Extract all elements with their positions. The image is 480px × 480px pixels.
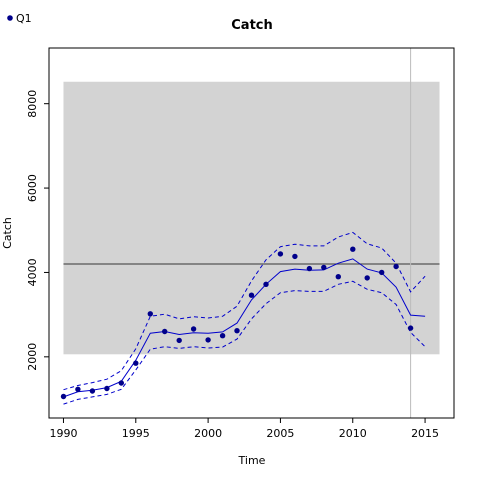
shaded-region: [63, 81, 440, 355]
upper-bound-line: [63, 231, 426, 391]
data-point: [263, 281, 269, 287]
data-point: [147, 311, 153, 317]
legend-label-q1: Q1: [16, 12, 32, 25]
x-tick-label: 2015: [411, 427, 439, 440]
y-axis-title: Catch: [1, 217, 14, 249]
y-tick-label: 8000: [26, 90, 39, 118]
data-point: [234, 328, 240, 334]
data-point: [407, 325, 414, 331]
data-point: [176, 337, 182, 344]
data-point: [133, 360, 139, 366]
legend: Q1: [7, 12, 32, 25]
lower-bound-line: [63, 280, 426, 405]
data-point: [306, 265, 313, 272]
data-point: [277, 251, 284, 257]
data-point: [335, 274, 341, 280]
x-tick-label: 2000: [194, 427, 222, 440]
data-point: [118, 380, 125, 386]
data-point: [60, 393, 67, 400]
x-tick-label: 1990: [49, 427, 77, 440]
data-point: [104, 385, 110, 392]
plot-area: 1990 1995 2000 2005 2010 2015 2000 4000 6000 8000: [26, 47, 455, 440]
chart-title: Catch: [231, 18, 273, 33]
data-point: [89, 388, 96, 394]
y-tick-label: 4000: [26, 258, 39, 286]
data-point: [321, 264, 327, 271]
x-tick-label: 1995: [122, 427, 150, 440]
fit-line: [63, 258, 426, 398]
legend-marker-q1: [7, 15, 13, 21]
data-point: [75, 386, 81, 392]
data-point: [219, 333, 226, 339]
data-point: [350, 246, 356, 252]
x-tick-label: 2010: [339, 427, 367, 440]
x-axis-title: Time: [238, 454, 266, 467]
x-tick-label: 2005: [266, 427, 294, 440]
y-tick-label: 2000: [26, 343, 39, 371]
data-point: [190, 326, 197, 332]
data-point: [379, 269, 385, 276]
y-tick-label: 6000: [26, 174, 39, 202]
data-point: [393, 263, 399, 270]
plot-frame: [48, 47, 455, 419]
data-point: [248, 292, 255, 298]
data-point: [292, 253, 298, 260]
data-point: [162, 328, 168, 335]
data-point: [364, 275, 370, 281]
data-point: [205, 337, 211, 343]
